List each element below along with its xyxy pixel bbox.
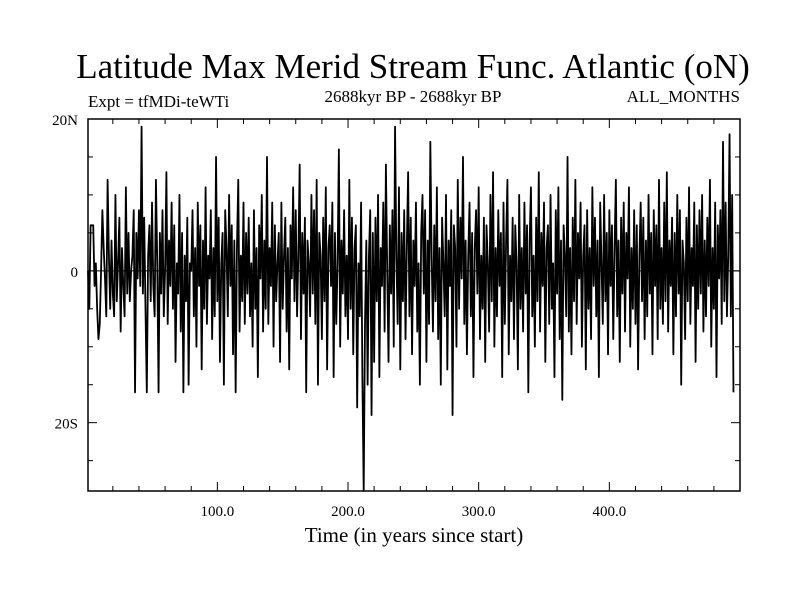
months-label: ALL_MONTHS (627, 87, 740, 106)
y-tick-label: 20N (52, 113, 78, 129)
y-tick-label: 0 (71, 265, 79, 281)
x-tick-label: 300.0 (462, 504, 496, 520)
x-tick-label: 400.0 (592, 504, 626, 520)
x-tick-label: 200.0 (331, 504, 365, 520)
y-tick-label: 20S (55, 417, 78, 433)
x-tick-label: 100.0 (200, 504, 234, 520)
x-axis-label: Time (in years since start) (305, 523, 524, 547)
plot-frame (87, 118, 741, 492)
period-label: 2688kyr BP - 2688kyr BP (325, 87, 502, 106)
experiment-label: Expt = tfMDi-teWTi (88, 92, 229, 111)
series-line (87, 125, 735, 492)
chart-title: Latitude Max Merid Stream Func. Atlantic… (76, 47, 750, 86)
plot-area: 100.0 200.0 300.0 400.0 20N 0 20S (52, 113, 740, 520)
